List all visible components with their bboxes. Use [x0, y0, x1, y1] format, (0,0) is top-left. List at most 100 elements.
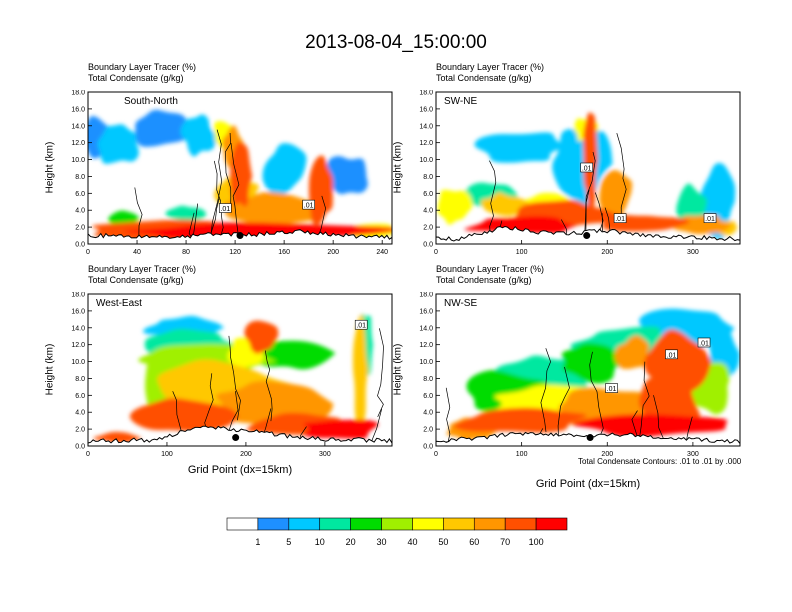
condensate-contour — [264, 350, 273, 422]
field-region — [352, 314, 369, 424]
contour-label: .01 — [615, 216, 625, 223]
x-tick-label: 100 — [161, 451, 173, 458]
colorbar-label: 40 — [407, 537, 417, 547]
y-tick-label: 14.0 — [71, 325, 85, 332]
y-tick-label: 0.0 — [75, 444, 85, 451]
location-marker — [586, 434, 594, 442]
contour-label: .01 — [699, 340, 709, 347]
y-tick-label: 0.0 — [75, 242, 85, 249]
contour-label: .01 — [607, 386, 617, 393]
x-tick-label: 200 — [327, 249, 339, 256]
x-tick-label: 300 — [319, 451, 331, 458]
y-tick-label: 18.0 — [71, 90, 85, 97]
x-tick-label: 200 — [240, 451, 252, 458]
x-tick-label: 100 — [516, 451, 528, 458]
field-region — [244, 320, 279, 354]
colorbar-label: 30 — [377, 537, 387, 547]
condensate-contour — [228, 335, 241, 421]
y-tick-label: 2.0 — [423, 427, 433, 434]
y-tick-label: 2.0 — [75, 225, 85, 232]
y-tick-label: 12.0 — [71, 140, 85, 147]
y-tick-label: 12.0 — [419, 140, 433, 147]
panel-label: West-East — [96, 298, 142, 309]
panel-header-tracer: Boundary Layer Tracer (%) — [88, 264, 197, 274]
field-region — [216, 381, 334, 424]
x-tick-label: 0 — [86, 249, 90, 256]
y-tick-label: 10.0 — [71, 157, 85, 164]
field-region — [230, 141, 253, 207]
panel-header-tracer: Boundary Layer Tracer (%) — [436, 62, 545, 72]
contour-label-box — [665, 349, 678, 360]
y-tick-label: 16.0 — [71, 106, 85, 113]
field-region — [614, 335, 650, 369]
panel-header-condensate: Total Condensate (g/kg) — [436, 275, 532, 285]
y-tick-label: 4.0 — [75, 208, 85, 215]
colorbar-swatch — [504, 517, 537, 531]
x-tick-label: 160 — [278, 249, 290, 256]
field-region — [97, 124, 139, 164]
panel-header-tracer: Boundary Layer Tracer (%) — [88, 62, 197, 72]
panel-header-tracer: Boundary Layer Tracer (%) — [436, 264, 545, 274]
y-tick-label: 18.0 — [419, 292, 433, 299]
contour-label-box — [354, 319, 368, 330]
colorbar-swatch — [473, 517, 506, 531]
x-tick-label: 300 — [687, 249, 699, 256]
y-tick-label: 14.0 — [71, 123, 85, 130]
contour-label-box — [697, 337, 711, 348]
x-tick-label: 200 — [601, 451, 613, 458]
x-tick-label: 120 — [229, 249, 241, 256]
condensate-contour — [213, 160, 224, 240]
colorbar: 1 5 10 20 30 40 50 60 70 100 — [226, 517, 568, 551]
contour-label: .01 — [582, 166, 592, 173]
y-tick-label: 10.0 — [419, 157, 433, 164]
field-region — [474, 132, 571, 163]
heatmap-plot: .01 .01 .01 0.0 2.0 4.0 6.0 8.0 10.0 12.0 14.0 16.0… — [419, 90, 741, 256]
y-tick-label: 16.0 — [419, 308, 433, 315]
y-tick-label: 2.0 — [75, 427, 85, 434]
field-region — [324, 156, 368, 195]
panel-header-condensate: Total Condensate (g/kg) — [436, 73, 532, 83]
y-tick-label: 16.0 — [71, 308, 85, 315]
panel-label: NW-SE — [444, 298, 478, 309]
colorbar-label: 50 — [438, 537, 448, 547]
field-region — [135, 109, 189, 147]
panel-label: SW-NE — [444, 96, 478, 107]
contour-label: .01 — [705, 216, 715, 223]
figure-title: 2013-08-04_15:00:00 — [305, 32, 487, 53]
colorbar-label: 5 — [286, 537, 291, 547]
y-axis-label: Height (km) — [44, 343, 56, 396]
contour-label-box — [302, 199, 315, 210]
y-tick-label: 6.0 — [75, 393, 85, 400]
y-tick-label: 12.0 — [419, 342, 433, 349]
field-region — [308, 155, 334, 225]
y-axis-label: Height (km) — [392, 141, 404, 194]
location-marker — [232, 434, 240, 442]
y-tick-label: 6.0 — [423, 191, 433, 198]
y-tick-label: 4.0 — [75, 410, 85, 417]
field-region — [672, 214, 732, 235]
field-region — [561, 342, 622, 384]
condensate-contour — [210, 129, 223, 240]
colorbar-swatch — [319, 517, 351, 531]
contour-label: .01 — [220, 206, 230, 213]
panel-header-condensate: Total Condensate (g/kg) — [88, 275, 184, 285]
y-axis-label: Height (km) — [392, 343, 404, 396]
location-marker — [583, 232, 591, 240]
y-tick-label: 10.0 — [419, 359, 433, 366]
colorbar-label: 20 — [346, 537, 356, 547]
y-tick-label: 14.0 — [419, 325, 433, 332]
y-tick-label: 8.0 — [75, 376, 85, 383]
condensate-contour — [616, 133, 627, 218]
field-region — [262, 143, 307, 196]
y-tick-label: 16.0 — [419, 106, 433, 113]
contour-label-box — [580, 162, 594, 173]
x-tick-label: 80 — [182, 249, 190, 256]
colorbar-label: 1 — [255, 537, 260, 547]
contour-label-box — [703, 213, 717, 223]
panel-label: South-North — [124, 96, 178, 107]
y-tick-label: 4.0 — [423, 208, 433, 215]
colorbar-swatch — [350, 517, 382, 531]
field-region — [180, 114, 216, 157]
y-tick-label: 12.0 — [71, 342, 85, 349]
colorbar-swatch — [535, 517, 568, 531]
